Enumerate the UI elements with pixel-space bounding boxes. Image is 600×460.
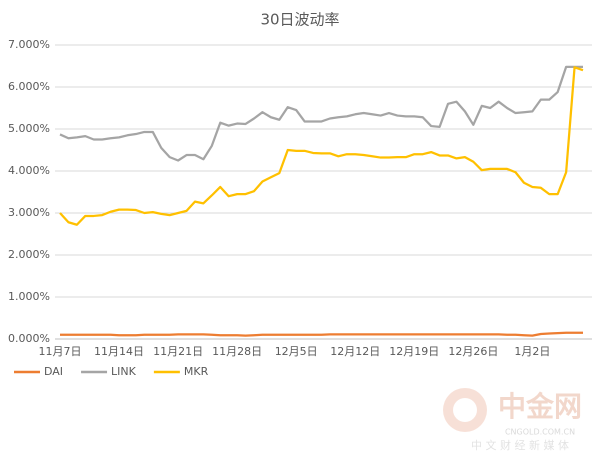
y-tick-label: 0.000% bbox=[8, 332, 50, 345]
x-tick-label: 11月28日 bbox=[212, 345, 262, 358]
watermark-url: CNGOLD.COM.CN bbox=[505, 428, 575, 437]
y-tick-label: 6.000% bbox=[8, 80, 50, 93]
chart-title: 30日波动率 bbox=[260, 11, 339, 29]
data-line bbox=[60, 331, 583, 337]
data-line bbox=[59, 65, 583, 162]
y-tick-label: 7.000% bbox=[8, 38, 50, 51]
y-tick-label: 4.000% bbox=[8, 164, 50, 177]
watermark: 中金网 CNGOLD.COM.CN 中 文 财 经 新 媒 体 bbox=[443, 388, 582, 452]
watermark-slogan: 中 文 财 经 新 媒 体 bbox=[471, 438, 569, 452]
legend-label: LINK bbox=[111, 365, 137, 378]
x-tick-label: 11月14日 bbox=[94, 345, 144, 358]
x-tick-label: 12月26日 bbox=[448, 345, 498, 358]
x-tick-label: 11月21日 bbox=[153, 345, 203, 358]
y-tick-label: 3.000% bbox=[8, 206, 50, 219]
x-tick-label: 12月5日 bbox=[275, 345, 318, 358]
watermark-name: 中金网 bbox=[498, 390, 582, 423]
y-tick-label: 1.000% bbox=[8, 290, 50, 303]
x-tick-label: 11月7日 bbox=[39, 345, 82, 358]
x-tick-label: 12月19日 bbox=[389, 345, 439, 358]
x-tick-label: 1月2日 bbox=[514, 345, 550, 358]
legend-label: DAI bbox=[44, 365, 63, 378]
x-tick-label: 12月12日 bbox=[330, 345, 380, 358]
legend-label: MKR bbox=[184, 365, 209, 378]
y-tick-label: 5.000% bbox=[8, 122, 50, 135]
data-line bbox=[59, 66, 584, 226]
y-tick-label: 2.000% bbox=[8, 248, 50, 261]
watermark-logo-inner bbox=[453, 398, 477, 422]
